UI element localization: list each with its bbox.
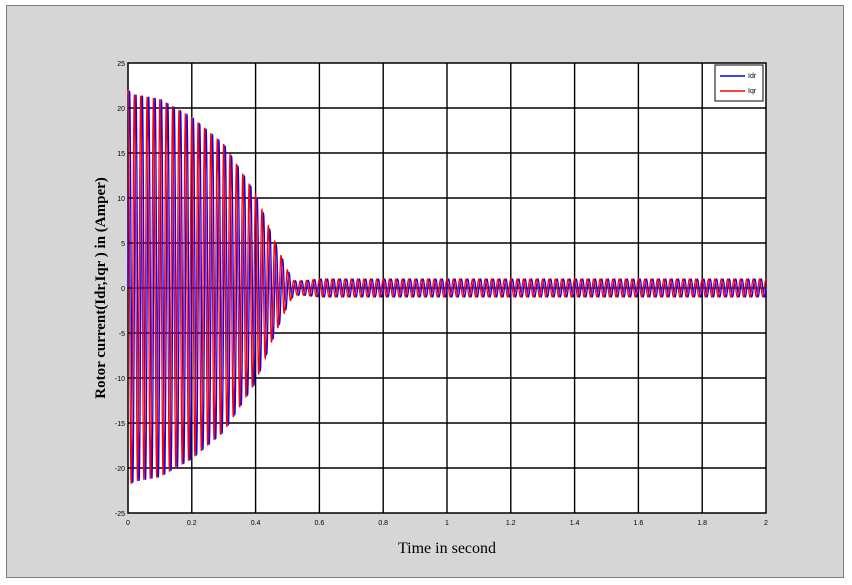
- y-tick-label: -10: [115, 376, 125, 383]
- x-tick-label: 0.2: [187, 520, 197, 527]
- series-line-iqr: [127, 89, 767, 484]
- x-tick-label: 0: [126, 520, 130, 527]
- y-tick-label: 25: [117, 61, 125, 68]
- y-tick-label: -20: [115, 466, 125, 473]
- rotor-current-chart: 0 0.2 0.4 0.6 0.8 1 1.2 1.4 1.6 1.8 2 -25 -20 -15 -10 -…: [93, 61, 768, 557]
- x-tick-label: 1.4: [570, 520, 580, 527]
- x-tick-label: 2: [764, 520, 768, 527]
- y-tick-label: 15: [117, 151, 125, 158]
- y-tick-label: 20: [117, 106, 125, 113]
- y-axis-label: Rotor current(Idr,Iqr ) in (Amper): [93, 177, 109, 399]
- x-axis-label: Time in second: [398, 540, 496, 557]
- legend-label-iqr: Iqr: [748, 88, 757, 95]
- x-tick-label: 1: [445, 520, 449, 527]
- x-tick-label: 1.2: [506, 520, 516, 527]
- tick-layer: 0 0.2 0.4 0.6 0.8 1 1.2 1.4 1.6 1.8 2 -25 -20 -15 -10 -…: [115, 61, 768, 527]
- x-tick-label: 0.6: [315, 520, 325, 527]
- y-tick-label: -5: [119, 331, 125, 338]
- y-tick-label: -15: [115, 421, 125, 428]
- y-tick-label: 0: [121, 286, 125, 293]
- y-tick-label: 5: [121, 241, 125, 248]
- x-tick-label: 1.6: [634, 520, 644, 527]
- x-tick-label: 0.8: [378, 520, 388, 527]
- figure-frame: 0 0.2 0.4 0.6 0.8 1 1.2 1.4 1.6 1.8 2 -25 -20 -15 -10 -…: [6, 5, 844, 578]
- legend-label-idr: Idr: [748, 73, 757, 80]
- x-tick-label: 0.4: [251, 520, 261, 527]
- legend: Idr Iqr: [714, 64, 764, 102]
- x-tick-label: 1.8: [697, 520, 707, 527]
- series-layer: [127, 89, 767, 484]
- y-tick-label: 10: [117, 196, 125, 203]
- y-tick-label: -25: [115, 511, 125, 518]
- legend-box: [714, 64, 764, 102]
